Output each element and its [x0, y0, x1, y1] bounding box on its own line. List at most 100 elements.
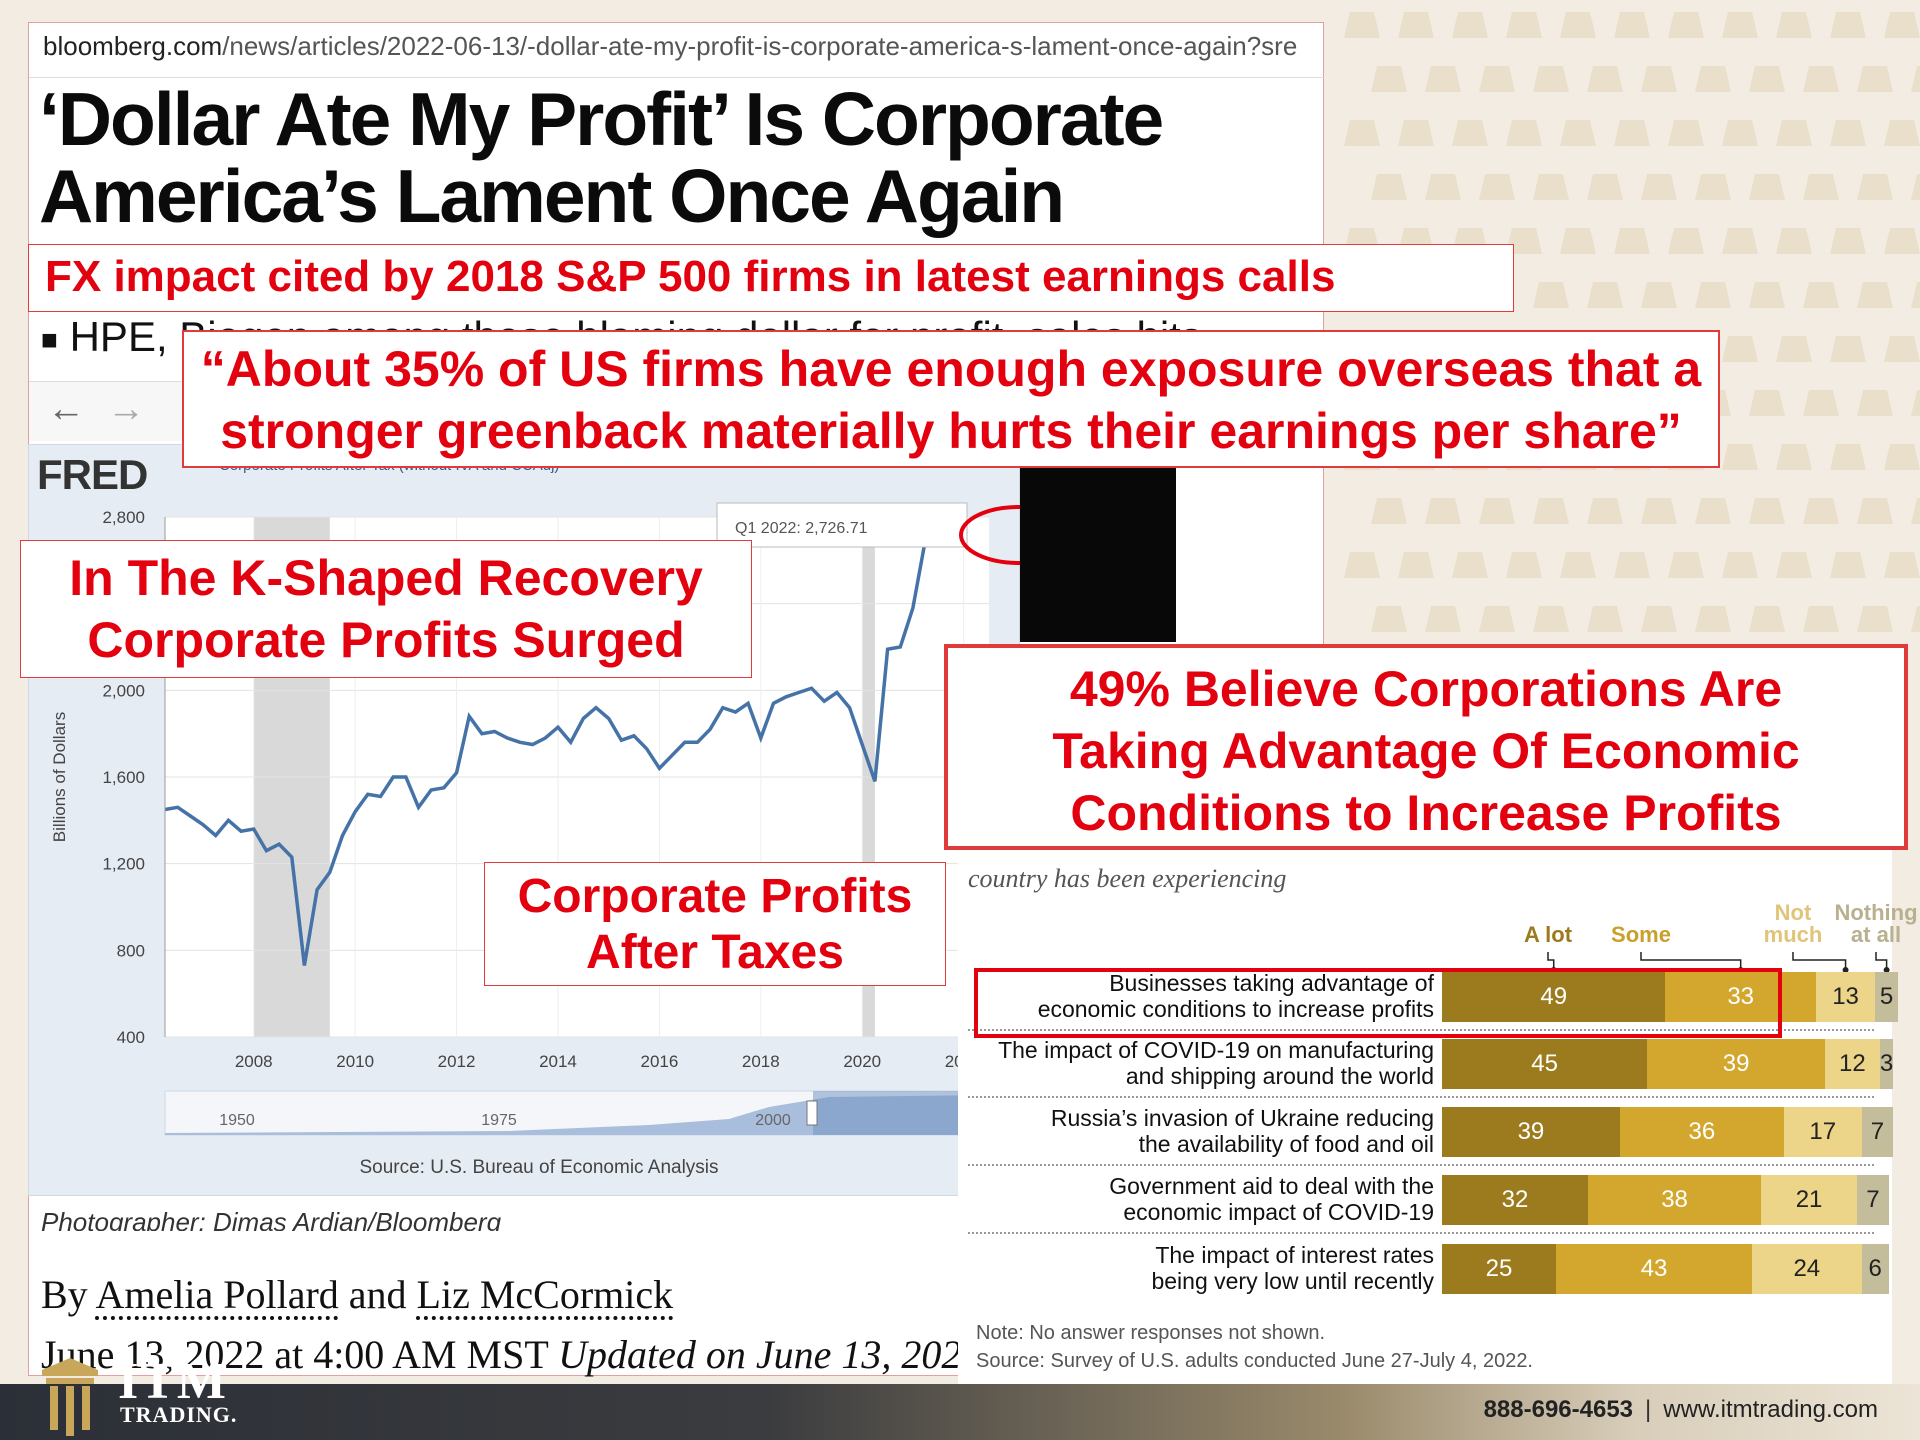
- believe-line-1: 49% Believe Corporations Are: [1069, 661, 1783, 717]
- dateline: June 13, 2022 at 4:00 AM MST Updated on …: [41, 1331, 981, 1378]
- back-arrow-icon[interactable]: ←: [47, 388, 85, 430]
- pattern-bar: [1776, 552, 1812, 578]
- author-link-2[interactable]: Liz McCormick: [416, 1272, 674, 1317]
- pattern-bar: [1425, 66, 1461, 92]
- pattern-bar: [1776, 336, 1812, 362]
- pattern-bar: [1884, 552, 1920, 578]
- pattern-bar: [1803, 66, 1839, 92]
- tooltip-box: [716, 502, 968, 548]
- header-not-much: Not much: [1758, 902, 1828, 946]
- pattern-bar: [1884, 228, 1920, 254]
- cpat-line-2: After Taxes: [586, 926, 844, 979]
- url-bar[interactable]: bloomberg.com/news/articles/2022-06-13/-…: [29, 23, 1325, 78]
- pattern-bar: [1830, 228, 1866, 254]
- series-line: [164, 528, 964, 966]
- logo-text: ITM: [118, 1353, 228, 1410]
- row-label: The impact of interest rates being very l…: [958, 1242, 1434, 1294]
- cpat-line-1: Corporate Profits: [517, 870, 913, 923]
- row-label-line-1: The impact of COVID-19 on manufacturing: [998, 1037, 1434, 1063]
- pattern-bar: [1398, 552, 1434, 578]
- pattern-bar: [1830, 336, 1866, 362]
- forward-arrow-icon[interactable]: →: [107, 388, 145, 430]
- pattern-bar: [1668, 12, 1704, 38]
- pattern-bar: [1857, 390, 1893, 416]
- header-not-much-1: Not: [1774, 900, 1812, 925]
- website-link[interactable]: www.itmtrading.com: [1663, 1396, 1878, 1423]
- pattern-bar: [1641, 498, 1677, 524]
- pattern-bar: [1803, 606, 1839, 632]
- row-label: The impact of COVID-19 on manufacturing a…: [958, 1037, 1434, 1089]
- row-label-line-2: being very low until recently: [1151, 1268, 1434, 1294]
- pattern-bar: [1533, 606, 1569, 632]
- header-nothing-1: Nothing: [1834, 900, 1918, 925]
- pattern-bar: [1560, 552, 1596, 578]
- x-tick-label: 2010: [336, 1052, 374, 1071]
- bar-segment: 6: [1861, 1244, 1889, 1294]
- y-tick-label: 2,000: [102, 681, 145, 700]
- article-headline: ‘Dollar Ate My Profit’ Is Corporate Amer…: [39, 81, 1299, 235]
- navigator-handle: [806, 1100, 818, 1126]
- pattern-bar: [1641, 606, 1677, 632]
- pattern-bar: [1398, 12, 1434, 38]
- pattern-bar: [1560, 12, 1596, 38]
- pattern-bar: [1506, 12, 1542, 38]
- fred-source: Source: U.S. Bureau of Economic Analysis: [359, 1157, 719, 1178]
- pattern-bar: [1749, 390, 1785, 416]
- x-tick-label: 2020: [843, 1052, 881, 1071]
- bar-segment: 39: [1647, 1039, 1826, 1089]
- header-connector: [1875, 952, 1888, 970]
- pattern-bar: [1533, 66, 1569, 92]
- pattern-bar: [1884, 444, 1920, 470]
- pattern-bar: [1533, 174, 1569, 200]
- row-separator: [968, 1232, 1874, 1234]
- quote-line-1: “About 35% of US firms have enough expos…: [200, 341, 1702, 397]
- bar-segment: 12: [1825, 1039, 1880, 1089]
- pattern-bar: [1911, 66, 1920, 92]
- x-tick-label: 2008: [235, 1052, 273, 1071]
- row-label: Russia’s invasion of Ukraine reducing the…: [958, 1105, 1434, 1157]
- pattern-bar: [1884, 12, 1920, 38]
- pattern-bar: [1344, 12, 1380, 38]
- logo-subtext: TRADING.: [120, 1402, 238, 1427]
- bar-segment: 5: [1875, 972, 1898, 1022]
- pattern-bar: [1560, 228, 1596, 254]
- pattern-bar: [1641, 174, 1677, 200]
- bar-segment: 39: [1442, 1107, 1620, 1157]
- pattern-bar: [1587, 498, 1623, 524]
- pattern-bar: [1830, 444, 1866, 470]
- author-link-1[interactable]: Amelia Pollard: [95, 1272, 339, 1317]
- callout-quote: “About 35% of US firms have enough expos…: [182, 330, 1720, 468]
- pattern-bar: [1479, 174, 1515, 200]
- pattern-bar: [1911, 390, 1920, 416]
- pattern-bar: [1587, 282, 1623, 308]
- phone-number[interactable]: 888-696-4653: [1483, 1396, 1634, 1423]
- row-separator: [968, 1096, 1874, 1098]
- pattern-bar: [1749, 66, 1785, 92]
- pattern-bar: [1749, 606, 1785, 632]
- updated-date: Updated on June 13, 2022: [558, 1332, 982, 1377]
- believe-line-2: Taking Advantage Of Economic: [1052, 723, 1800, 779]
- pattern-bar: [1614, 552, 1650, 578]
- header-nothing-2: at all: [1850, 922, 1902, 947]
- x-tick-label: 2012: [438, 1052, 476, 1071]
- row-label-line-1: Russia’s invasion of Ukraine reducing: [1050, 1105, 1434, 1131]
- pattern-bar: [1398, 120, 1434, 146]
- header-some: Some: [1611, 922, 1671, 947]
- row-label-line-1: Government aid to deal with the: [1109, 1173, 1434, 1199]
- header-nothing-at-all: Nothing at all: [1828, 902, 1920, 946]
- bar-segment: 38: [1587, 1175, 1762, 1225]
- pattern-bar: [1722, 336, 1758, 362]
- pattern-bar: [1641, 66, 1677, 92]
- pattern-bar: [1776, 120, 1812, 146]
- pattern-bar: [1722, 12, 1758, 38]
- byline: By Amelia Pollard and Liz McCormick: [41, 1271, 673, 1318]
- survey-source: Source: Survey of U.S. adults conducted …: [976, 1350, 1533, 1372]
- pattern-bar: [1371, 66, 1407, 92]
- y-tick-label: 400: [117, 1028, 145, 1047]
- row-label-line-2: economic impact of COVID-19: [1123, 1199, 1434, 1225]
- pattern-bar: [1371, 498, 1407, 524]
- pattern-bar: [1479, 66, 1515, 92]
- pattern-bar: [1803, 174, 1839, 200]
- pattern-bar: [1452, 12, 1488, 38]
- pattern-bar: [1668, 552, 1704, 578]
